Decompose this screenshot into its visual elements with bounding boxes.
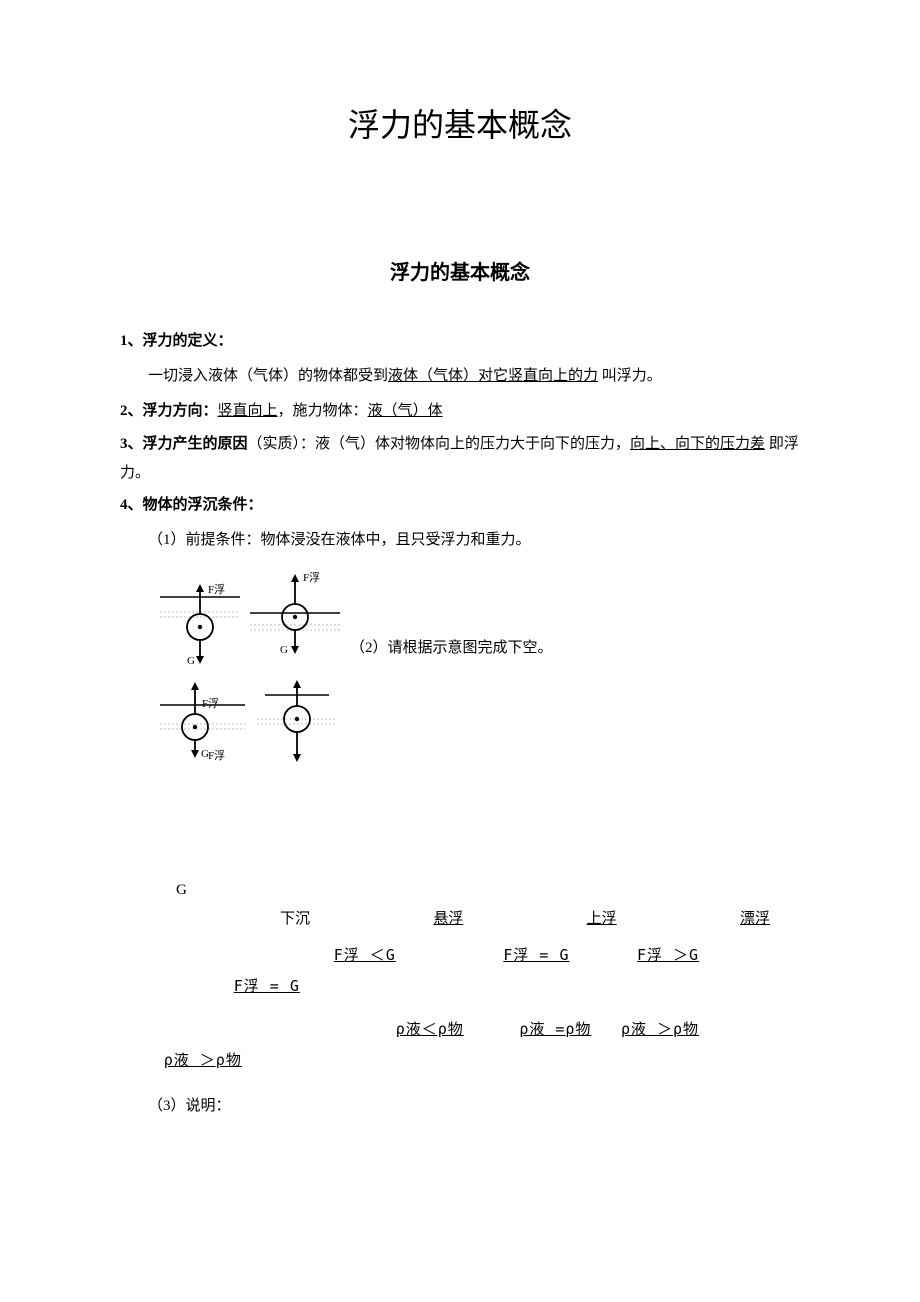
svg-text:F浮: F浮: [208, 749, 225, 762]
f2-c: ρ液 ＞ρ物: [621, 1020, 699, 1038]
diagram-3: F浮 G F浮: [160, 677, 245, 772]
section-1-label: 浮力的定义：: [143, 333, 233, 349]
f1-a: F浮 ＜G: [334, 946, 396, 964]
s2-u1: 竖直向上: [218, 403, 278, 419]
f2-a: ρ液＜ρ物: [396, 1020, 464, 1038]
svg-text:F浮: F浮: [208, 583, 225, 596]
section-3: 3、浮力产生的原因（实质）：液（气）体对物体向上的压力大于向下的压力，向上、向下…: [120, 430, 800, 487]
section-2: 2、浮力方向：竖直向上，施力物体：液（气）体: [120, 395, 800, 428]
section-1-num: 1、: [120, 333, 143, 349]
diagram-row-2: F浮 G F浮: [160, 677, 800, 772]
f2-b: ρ液 =ρ物: [519, 1020, 591, 1038]
diagram-2: F浮 G: [250, 567, 340, 667]
svg-text:F浮: F浮: [303, 571, 320, 584]
diagram-1: F浮 G: [160, 567, 240, 667]
svg-text:F浮: F浮: [202, 697, 219, 710]
document-page: 浮力的基本概念 浮力的基本概念 1、浮力的定义： 一切浸入液体（气体）的物体都受…: [0, 0, 920, 1302]
main-title: 浮力的基本概念: [120, 100, 800, 146]
section-4-label: 物体的浮沉条件：: [143, 497, 263, 513]
s1-body-b: 叫浮力。: [598, 368, 662, 384]
section-1: 1、浮力的定义：: [120, 325, 800, 358]
f1-c: F浮 ＞G: [637, 946, 699, 964]
formula-row-1: F浮 ＜G F浮 = G F浮 ＞G F浮 = G: [120, 940, 800, 1002]
section-4-3: （3）说明：: [120, 1090, 800, 1123]
g-mark: G: [176, 882, 800, 899]
svg-text:G: G: [280, 644, 288, 656]
svg-text:G: G: [187, 655, 195, 667]
diagram-4: [257, 677, 337, 772]
f2-d: ρ液 ＞ρ物: [164, 1051, 242, 1069]
state-d: 漂浮: [740, 907, 770, 928]
s3-u1: 向上、向下的压力差: [630, 436, 765, 452]
state-b: 悬浮: [433, 907, 463, 928]
section-1-body: 一切浸入液体（气体）的物体都受到液体（气体）对它竖直向上的力 叫浮力。: [120, 360, 800, 393]
state-c: 上浮: [587, 907, 617, 928]
section-2-num: 2、: [120, 403, 143, 419]
section-3-num: 3、: [120, 436, 143, 452]
section-4: 4、物体的浮沉条件：: [120, 489, 800, 522]
state-a: 下沉: [280, 907, 310, 928]
section-4-2: （2）请根据示意图完成下空。: [350, 636, 553, 657]
section-4-num: 4、: [120, 497, 143, 513]
s2-mid: ，施力物体：: [278, 403, 368, 419]
diagram-row-1: F浮 G F浮 G: [120, 567, 800, 667]
sub-title: 浮力的基本概念: [120, 256, 800, 285]
s1-body-u: 液体（气体）对它竖直向上的力: [388, 368, 598, 384]
s2-u2: 液（气）体: [368, 403, 443, 419]
section-2-label: 浮力方向：: [143, 403, 218, 419]
states-row: 下沉 悬浮 上浮 漂浮: [120, 907, 800, 928]
f1-b: F浮 = G: [503, 946, 569, 964]
s3-plain: （实质）：液（气）体对物体向上的压力大于向下的压力，: [248, 436, 631, 452]
section-4-1: （1）前提条件：物体浸没在液体中，且只受浮力和重力。: [120, 524, 800, 557]
formula-row-2: ρ液＜ρ物 ρ液 =ρ物 ρ液 ＞ρ物 ρ液 ＞ρ物: [120, 1014, 800, 1076]
s1-body-a: 一切浸入液体（气体）的物体都受到: [148, 368, 388, 384]
f1-d: F浮 = G: [234, 977, 300, 995]
section-3-label: 浮力产生的原因: [143, 436, 248, 452]
